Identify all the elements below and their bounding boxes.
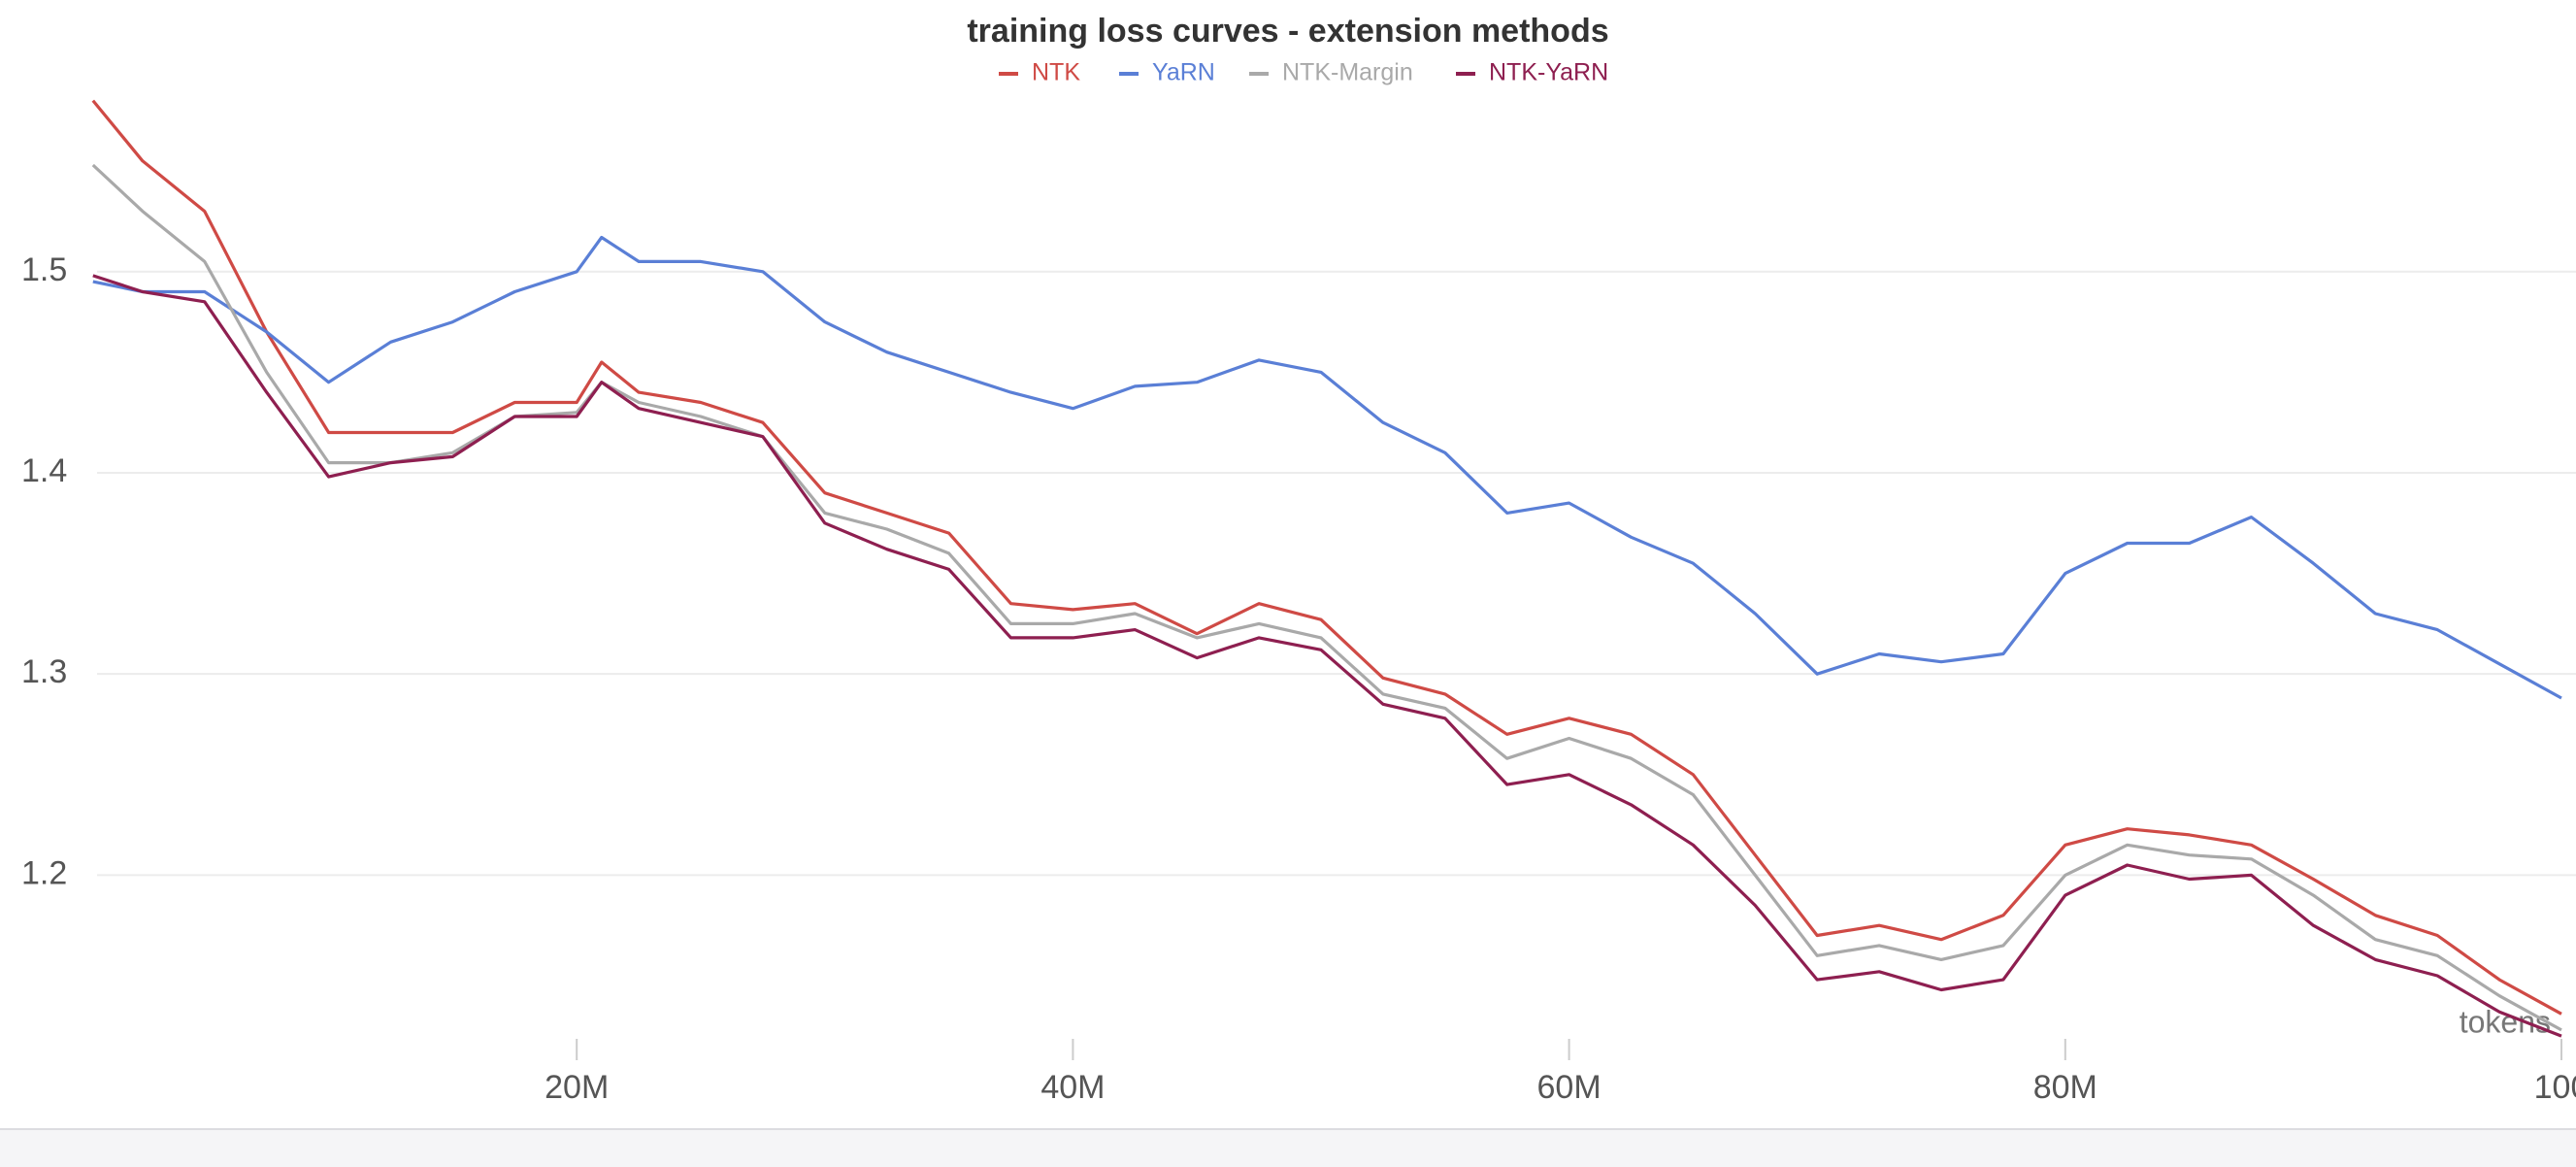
series-line <box>91 99 2562 1016</box>
footer-strip <box>0 1129 2576 1167</box>
series-line <box>92 274 2562 1038</box>
x-tick-label: 60M <box>1537 1069 1602 1106</box>
x-tick-label: 100 <box>2534 1069 2576 1106</box>
x-tick-label: 20M <box>545 1069 609 1106</box>
y-tick-label: 1.5 <box>21 251 67 288</box>
series-line <box>92 235 2562 700</box>
x-tick-label: 80M <box>2033 1069 2097 1106</box>
y-tick-label: 1.2 <box>21 854 67 891</box>
chart-title: training loss curves - extension methods <box>967 13 1608 50</box>
legend-label: YaRN <box>1152 59 1215 86</box>
y-tick-label: 1.4 <box>21 452 67 489</box>
x-tick-label: 40M <box>1040 1069 1105 1106</box>
legend-label: NTK-Margin <box>1282 59 1413 86</box>
series-line <box>91 163 2562 1032</box>
legend-label: NTK <box>1032 59 1080 86</box>
x-axis-label: tokens <box>2460 1004 2551 1039</box>
legend-label: NTK-YaRN <box>1489 59 1608 86</box>
y-tick-label: 1.3 <box>21 653 67 690</box>
